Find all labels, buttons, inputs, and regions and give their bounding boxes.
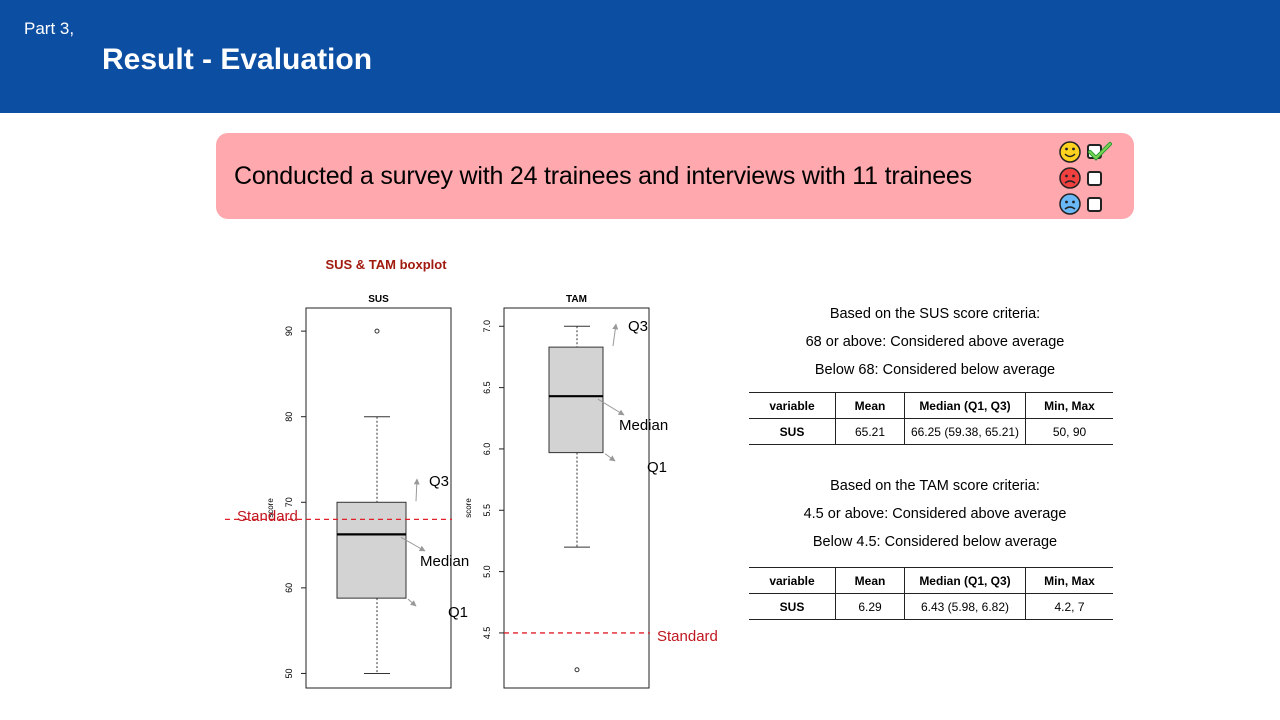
tam-panel-frame bbox=[503, 307, 650, 689]
table-cell: 4.2, 7 bbox=[1025, 593, 1113, 620]
table-cell: SUS bbox=[749, 418, 836, 445]
table-header: Median (Q1, Q3) bbox=[904, 567, 1026, 594]
tam-criteria-heading: Based on the TAM score criteria: bbox=[830, 478, 1040, 494]
tam-y-tick-label: 5.5 bbox=[482, 504, 492, 517]
sus-criteria-heading: Based on the SUS score criteria: bbox=[829, 306, 1041, 322]
table-header: Mean bbox=[835, 392, 905, 419]
page-title: Result - Evaluation bbox=[102, 43, 373, 76]
sus-box bbox=[336, 501, 407, 599]
sus-criteria-below: Below 68: Considered below average bbox=[814, 362, 1056, 378]
tam-criteria-below: Below 4.5: Considered below average bbox=[812, 534, 1058, 550]
sus-q3-arrow bbox=[413, 478, 420, 502]
table-cell: SUS bbox=[749, 593, 836, 620]
sus-y-tick-label: 60 bbox=[284, 583, 294, 593]
sus-outlier bbox=[374, 328, 380, 334]
sus-criteria-above: 68 or above: Considered above average bbox=[805, 334, 1065, 350]
tam-q3-arrow bbox=[612, 323, 619, 347]
tam-standard-label: Standard bbox=[657, 628, 718, 645]
tam-stats-table: variable Mean Median (Q1, Q3) Min, Max S… bbox=[749, 567, 1113, 620]
table-cell: 6.29 bbox=[835, 593, 905, 620]
table-row: SUS 6.29 6.43 (5.98, 6.82) 4.2, 7 bbox=[749, 593, 1113, 620]
tam-q1-arrow bbox=[604, 453, 616, 462]
table-header: variable bbox=[749, 567, 836, 594]
table-header: Median (Q1, Q3) bbox=[904, 392, 1026, 419]
tam-q3-label: Q3 bbox=[628, 318, 648, 335]
sus-y-tick-label: 70 bbox=[284, 497, 294, 507]
table-cell: 6.43 (5.98, 6.82) bbox=[904, 593, 1026, 620]
table-header: variable bbox=[749, 392, 836, 419]
survey-checklist-icon bbox=[1059, 141, 1112, 215]
tam-y-tick-label: 5.0 bbox=[482, 565, 492, 578]
tam-criteria-above: 4.5 or above: Considered above average bbox=[803, 506, 1067, 522]
sus-y-tick-label: 90 bbox=[284, 326, 294, 336]
sus-q1-arrow bbox=[407, 598, 417, 607]
table-cell: 65.21 bbox=[835, 418, 905, 445]
sus-standard-label: Standard bbox=[237, 508, 298, 525]
table-row: SUS 65.21 66.25 (59.38, 65.21) 50, 90 bbox=[749, 418, 1113, 445]
part-label: Part 3, bbox=[24, 19, 75, 38]
tam-median-label: Median bbox=[619, 417, 668, 434]
chart-title: SUS & TAM boxplot bbox=[325, 257, 447, 272]
table-header: Min, Max bbox=[1025, 567, 1113, 594]
sus-y-tick-label: 80 bbox=[284, 412, 294, 422]
sus-panel-frame bbox=[305, 307, 452, 689]
banner-text: Conducted a survey with 24 trainees and … bbox=[234, 162, 972, 190]
boxplot-chart: SUS & TAM boxplotSUS5060708090scoreStand… bbox=[225, 257, 718, 689]
tam-box bbox=[548, 346, 604, 454]
table-header: Mean bbox=[835, 567, 905, 594]
sus-q3-label: Q3 bbox=[429, 473, 449, 490]
tam-panel-title: TAM bbox=[566, 294, 587, 305]
tam-y-tick-label: 4.5 bbox=[482, 627, 492, 640]
header-bar: Part 3, Result - Evaluation bbox=[0, 0, 1280, 113]
sus-median-arrow bbox=[400, 536, 426, 552]
tam-y-tick-label: 6.0 bbox=[482, 443, 492, 456]
table-header: Min, Max bbox=[1025, 392, 1113, 419]
tam-y-tick-label: 6.5 bbox=[482, 381, 492, 394]
survey-banner: Conducted a survey with 24 trainees and … bbox=[216, 133, 1134, 219]
table-header-row: variable Mean Median (Q1, Q3) Min, Max bbox=[749, 392, 1113, 419]
sus-q1-label: Q1 bbox=[448, 604, 468, 621]
tam-median-arrow bbox=[597, 398, 625, 416]
table-cell: 50, 90 bbox=[1025, 418, 1113, 445]
sus-median-label: Median bbox=[420, 553, 469, 570]
tam-q1-label: Q1 bbox=[647, 459, 667, 476]
sus-y-axis-label: score bbox=[266, 498, 275, 518]
tam-y-axis-label: score bbox=[464, 498, 473, 518]
sus-panel-title: SUS bbox=[368, 294, 389, 305]
sus-stats-table: variable Mean Median (Q1, Q3) Min, Max S… bbox=[749, 392, 1113, 445]
table-header-row: variable Mean Median (Q1, Q3) Min, Max bbox=[749, 567, 1113, 594]
tam-outlier bbox=[574, 667, 580, 673]
table-cell: 66.25 (59.38, 65.21) bbox=[904, 418, 1026, 445]
tam-y-tick-label: 7.0 bbox=[482, 320, 492, 333]
sus-y-tick-label: 50 bbox=[284, 668, 294, 678]
